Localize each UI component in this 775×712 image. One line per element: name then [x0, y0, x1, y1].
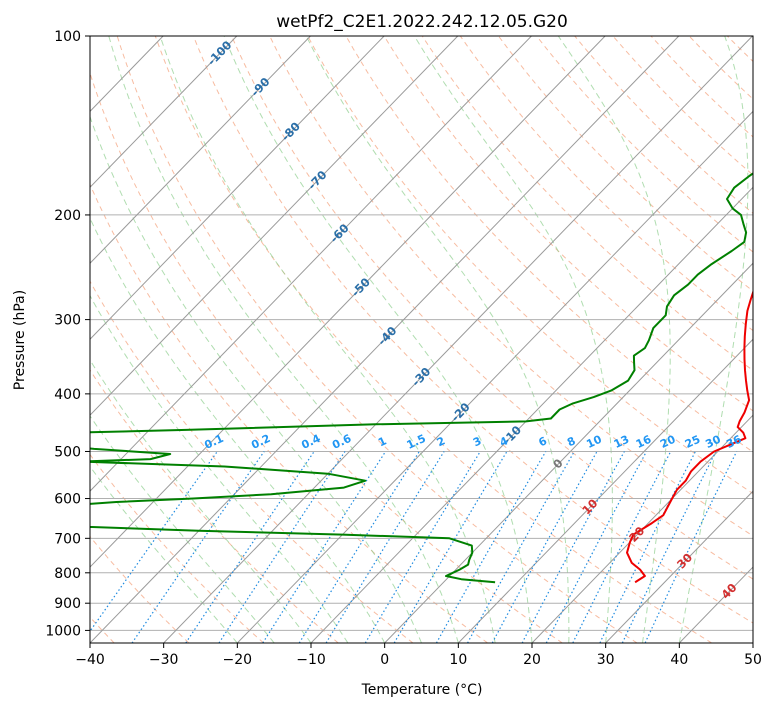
- y-tick-label: 300: [54, 313, 81, 329]
- x-tick-label: −10: [296, 652, 326, 668]
- chart-title: wetPf2_C2E1.2022.242.12.05.G20: [276, 12, 568, 32]
- x-tick-label: 10: [449, 652, 467, 668]
- x-tick-label: 40: [670, 652, 688, 668]
- y-tick-label: 800: [54, 566, 81, 582]
- y-tick-label: 700: [54, 531, 81, 547]
- y-tick-label: 500: [54, 444, 81, 460]
- x-tick-label: −40: [75, 652, 105, 668]
- y-tick-label: 200: [54, 208, 81, 224]
- x-axis-label: Temperature (°C): [361, 682, 483, 698]
- y-tick-label: 1000: [45, 623, 81, 639]
- x-tick-label: 0: [380, 652, 389, 668]
- y-tick-label: 900: [54, 596, 81, 612]
- x-tick-label: −20: [223, 652, 253, 668]
- x-tick-label: 20: [523, 652, 541, 668]
- y-tick-label: 100: [54, 29, 81, 45]
- y-axis-label: Pressure (hPa): [12, 290, 28, 390]
- x-tick-label: −30: [149, 652, 179, 668]
- x-tick-label: 30: [597, 652, 615, 668]
- x-tick-label: 50: [744, 652, 762, 668]
- y-tick-label: 600: [54, 492, 81, 508]
- y-tick-label: 400: [54, 387, 81, 403]
